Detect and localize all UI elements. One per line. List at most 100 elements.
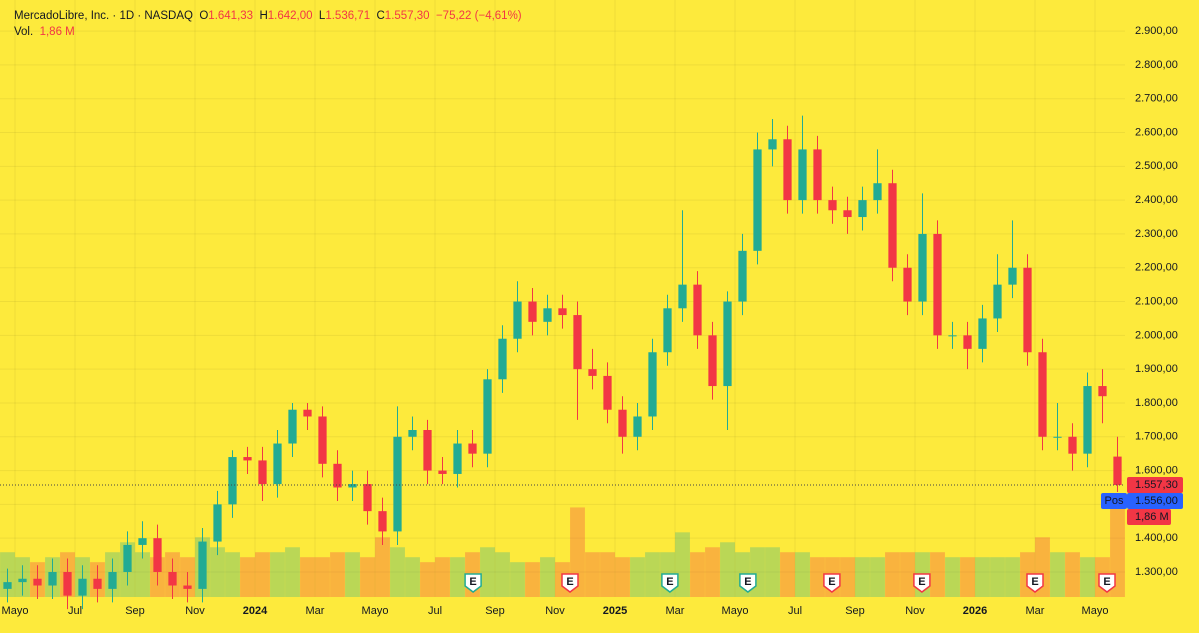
y-tick-label: 2.900,00: [1135, 25, 1178, 37]
volume-bar: [300, 557, 315, 597]
high: 1.642,00: [267, 10, 313, 22]
candle-body: [993, 284, 1002, 319]
volume-bar: [615, 557, 630, 597]
volume-bar: [255, 552, 270, 597]
volume-bar: [990, 557, 1005, 597]
x-tick-label: Mar: [666, 605, 685, 617]
volume-bar: [135, 552, 150, 597]
candle-body: [858, 200, 867, 218]
volume-bar: [225, 552, 240, 597]
y-tick-label: 1.700,00: [1135, 431, 1178, 443]
x-tick-label: Nov: [905, 605, 925, 617]
x-tick-label: Mayo: [1082, 605, 1109, 617]
candle-body: [288, 409, 297, 444]
y-tick-label: 1.300,00: [1135, 566, 1178, 578]
candle-body: [258, 460, 267, 485]
candle-body: [618, 409, 627, 437]
candle-body: [828, 200, 837, 211]
candle-body: [873, 183, 882, 201]
x-tick-label: 2024: [243, 605, 268, 617]
candle-body: [783, 139, 792, 201]
volume-bar: [945, 557, 960, 597]
x-tick-label: Mar: [1026, 605, 1045, 617]
volume-bar: [210, 547, 225, 597]
x-tick-label: Mayo: [722, 605, 749, 617]
volume-bar: [1050, 552, 1065, 597]
candle-body: [558, 308, 567, 316]
candle-body: [603, 375, 612, 410]
x-tick-label: 2026: [963, 605, 987, 617]
volume-bar: [885, 552, 900, 597]
volume-bar: [1065, 552, 1080, 597]
candle-body: [303, 409, 312, 417]
candle-body: [408, 430, 417, 437]
candle-body: [843, 210, 852, 218]
candle-body: [1038, 352, 1047, 437]
y-tick-label: 2.100,00: [1135, 295, 1178, 307]
candle-body: [1053, 436, 1062, 438]
candle-body: [753, 149, 762, 251]
volume-bar: [840, 557, 855, 597]
earnings-marker: [739, 573, 757, 593]
x-tick-label: Sep: [845, 605, 865, 617]
candle-body: [33, 578, 42, 586]
volume-bar: [495, 552, 510, 597]
position-tag: [1127, 493, 1183, 510]
earnings-marker: [823, 573, 841, 593]
position-label: 1.556,00: [1135, 495, 1178, 507]
candle-body: [363, 484, 372, 512]
candle-body: [198, 541, 207, 589]
last-price-tag: [1127, 477, 1183, 494]
candle-body: [813, 149, 822, 201]
y-tick-label: 2.000,00: [1135, 329, 1178, 341]
candle-body: [798, 149, 807, 201]
volume-tag-label: 1,86 M: [1135, 511, 1169, 523]
earnings-label: E: [666, 576, 673, 588]
volume-bar: [960, 557, 975, 597]
x-tick-label: Mayo: [2, 605, 29, 617]
volume-bar: [510, 562, 525, 597]
volume-bar: [480, 547, 495, 597]
volume-bar: [870, 557, 885, 597]
candle-body: [393, 436, 402, 532]
volume-bar: [585, 552, 600, 597]
candle-body: [93, 578, 102, 589]
candle-body: [273, 443, 282, 485]
vol-label: Vol.: [14, 26, 34, 38]
volume-bar: [285, 547, 300, 597]
candle-body: [1113, 456, 1122, 486]
volume-bar: [810, 557, 825, 597]
y-tick-label: 2.600,00: [1135, 126, 1178, 138]
y-tick-label: 1.800,00: [1135, 397, 1178, 409]
candle-body: [678, 284, 687, 309]
volume-bar: [330, 552, 345, 597]
y-tick-label: 2.200,00: [1135, 262, 1178, 274]
candle-body: [18, 578, 27, 583]
candle-body: [963, 335, 972, 349]
l-label: L: [318, 10, 326, 22]
candle-body: [513, 301, 522, 339]
position-name-tag: [1101, 493, 1127, 510]
candle-body: [498, 338, 507, 380]
y-tick-label: 2.700,00: [1135, 93, 1178, 105]
candle-body: [138, 538, 147, 545]
candle-body: [1068, 436, 1077, 454]
volume-bar: [675, 532, 690, 597]
candle-body: [108, 571, 117, 589]
candle-body: [438, 470, 447, 474]
x-tick-label: Mayo: [362, 605, 389, 617]
earnings-label: E: [469, 576, 476, 588]
candle-body: [333, 463, 342, 488]
volume-bar: [375, 537, 390, 597]
candle-body: [633, 416, 642, 437]
x-tick-label: Mar: [306, 605, 325, 617]
volume-bar: [690, 552, 705, 597]
candle-body: [933, 233, 942, 336]
ohlc-row: MercadoLibre, Inc. · 1D · NASDAQ O1.641,…: [14, 8, 522, 24]
candle-body: [3, 582, 12, 589]
volume-bar: [1005, 557, 1020, 597]
y-tick-label: 2.300,00: [1135, 228, 1178, 240]
candle-body: [228, 457, 237, 505]
volume-bar: [540, 557, 555, 597]
